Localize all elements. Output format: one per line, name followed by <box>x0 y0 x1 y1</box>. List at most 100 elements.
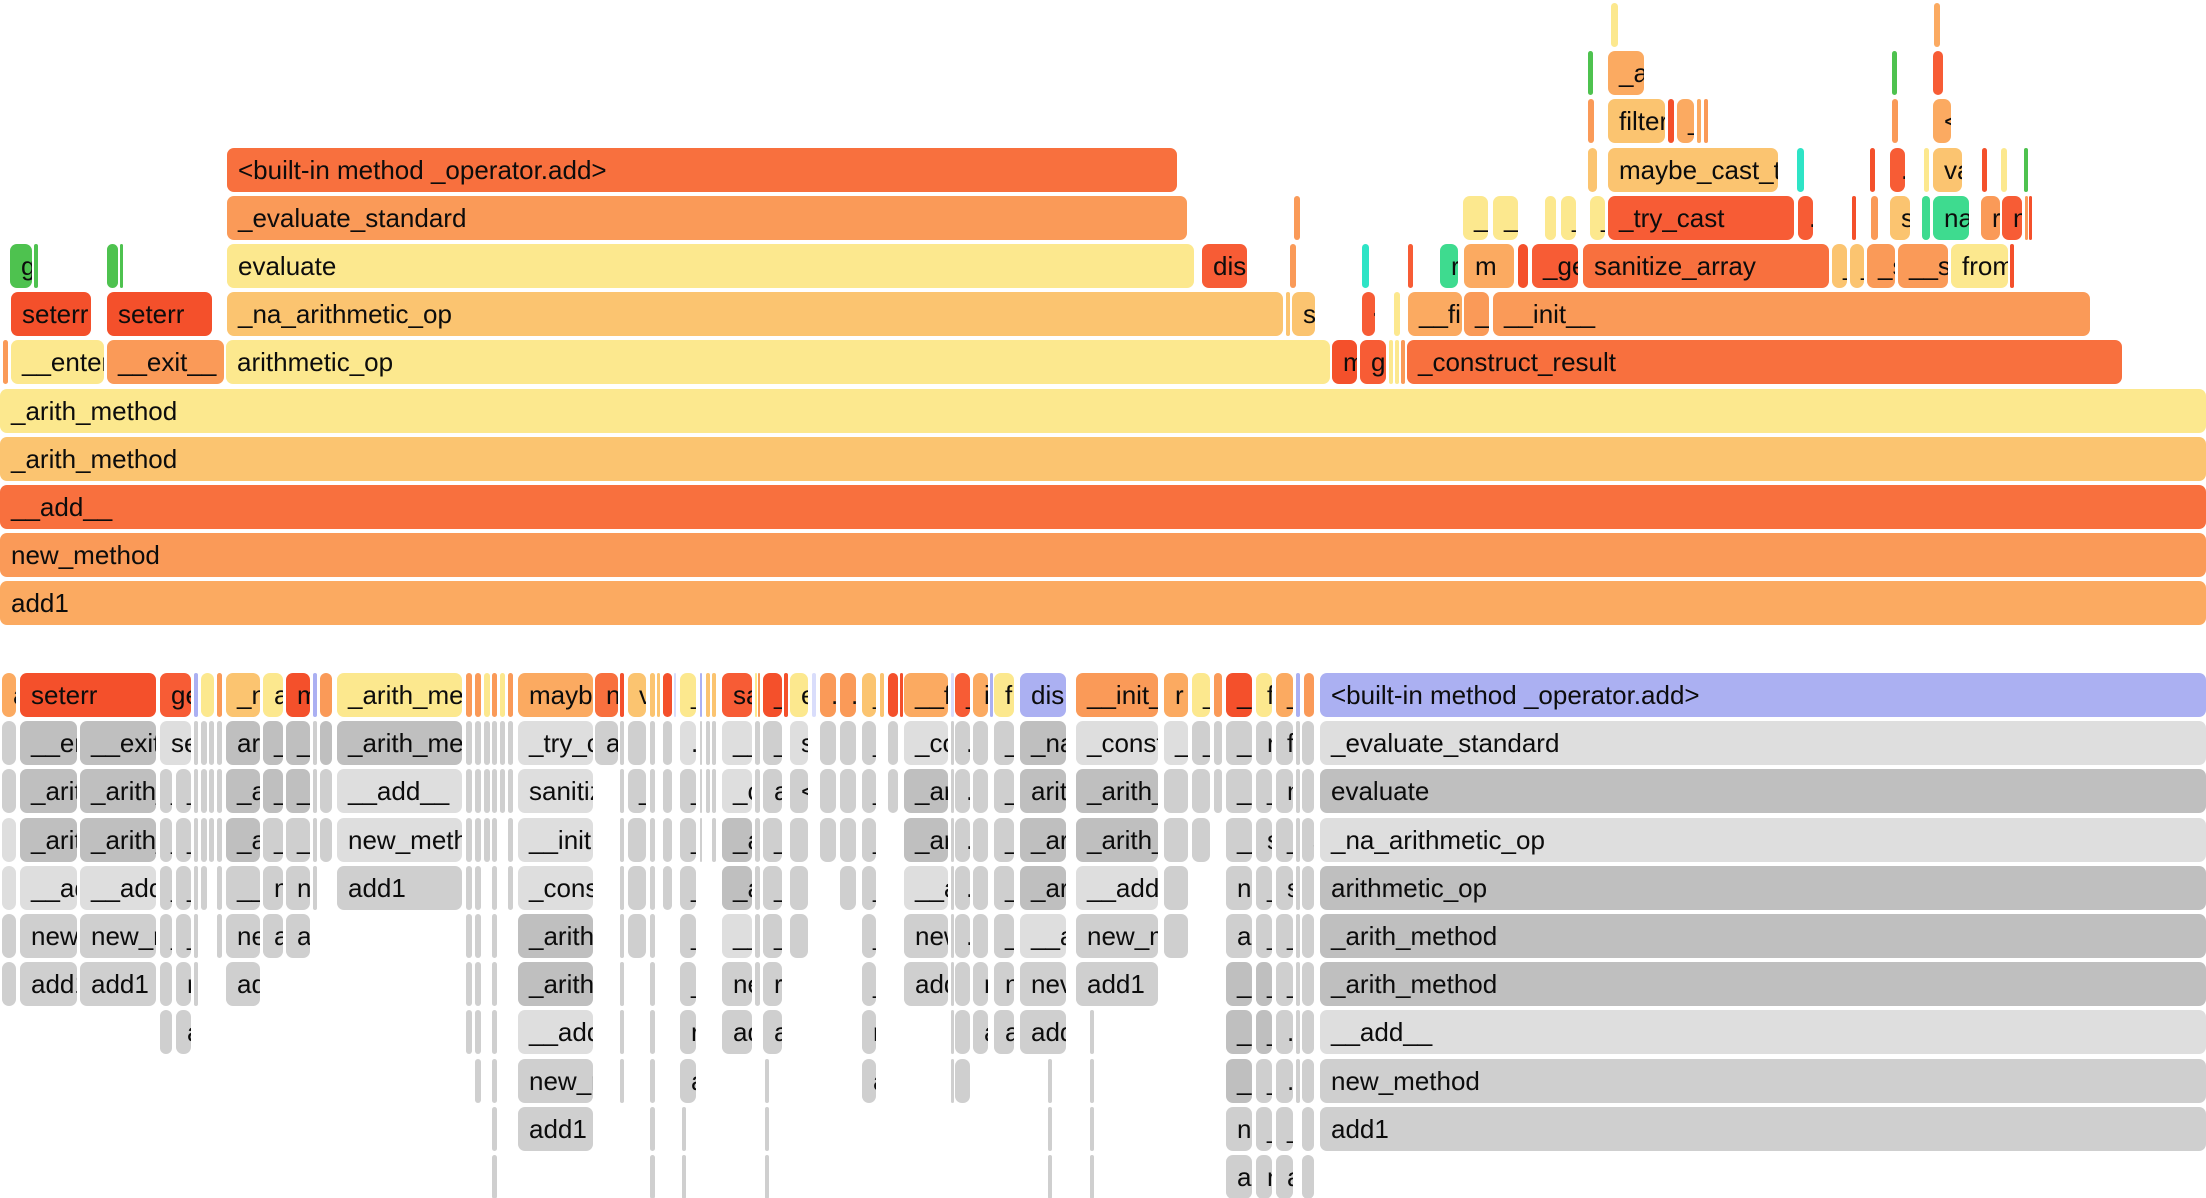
flame-frame[interactable] <box>1164 769 1188 814</box>
flame-frame[interactable] <box>1302 1010 1314 1055</box>
flame-frame[interactable]: _ <box>1276 673 1293 717</box>
flame-frame[interactable]: _ <box>1226 1010 1252 1055</box>
flame-frame[interactable]: a <box>1302 1155 1314 1198</box>
flame-frame[interactable] <box>2010 244 2014 288</box>
flame-frame[interactable]: n <box>1226 1106 1252 1151</box>
flame-frame[interactable]: g <box>107 244 118 288</box>
flame-frame[interactable]: s <box>1292 292 1315 337</box>
flame-frame[interactable] <box>1090 1058 1094 1103</box>
flame-frame[interactable] <box>217 769 222 814</box>
flame-frame[interactable] <box>475 962 481 1007</box>
flame-frame[interactable]: . <box>1276 1010 1293 1055</box>
flame-frame[interactable] <box>475 1058 481 1103</box>
flame-frame[interactable] <box>973 817 988 862</box>
flame-frame[interactable]: _ <box>160 769 172 814</box>
flame-frame[interactable] <box>620 1058 624 1103</box>
flame-frame[interactable] <box>650 721 655 766</box>
flame-frame[interactable]: n <box>1256 1155 1272 1198</box>
flame-frame[interactable]: _s <box>1867 244 1895 288</box>
flame-frame[interactable] <box>1797 147 1804 192</box>
flame-frame[interactable]: i <box>973 673 988 717</box>
flame-frame[interactable] <box>758 673 760 717</box>
flame-frame[interactable] <box>951 1058 954 1103</box>
flame-frame[interactable]: ac <box>286 914 310 958</box>
flame-frame[interactable] <box>620 721 624 766</box>
flame-frame[interactable] <box>755 721 760 766</box>
flame-frame[interactable]: _ <box>862 673 876 717</box>
flame-frame[interactable]: __ <box>722 721 752 766</box>
flame-frame[interactable]: _c <box>1226 673 1252 717</box>
flame-frame[interactable]: __enter_ <box>11 340 104 385</box>
flame-frame[interactable] <box>508 865 513 910</box>
flame-frame[interactable]: _ar <box>904 769 948 814</box>
flame-frame[interactable]: . <box>1890 147 1905 192</box>
flame-frame[interactable]: na <box>1933 195 1969 240</box>
flame-frame[interactable] <box>1302 962 1314 1007</box>
flame-frame[interactable]: _arith_method <box>1320 914 2206 958</box>
flame-frame[interactable] <box>484 673 490 717</box>
flame-frame[interactable] <box>1296 914 1300 958</box>
flame-frame[interactable] <box>955 1010 970 1055</box>
flame-frame[interactable] <box>790 865 808 910</box>
flame-frame[interactable]: s <box>1256 817 1272 862</box>
flame-frame[interactable] <box>2025 195 2028 240</box>
flame-frame[interactable]: < <box>1362 292 1375 337</box>
flame-frame[interactable] <box>1668 99 1674 144</box>
flame-frame[interactable] <box>973 769 988 814</box>
flame-frame[interactable] <box>217 865 222 910</box>
flame-frame[interactable] <box>1518 244 1528 288</box>
flame-frame[interactable]: __add_ <box>80 865 156 910</box>
flame-frame[interactable] <box>1892 99 1898 144</box>
flame-frame[interactable] <box>475 673 481 717</box>
flame-frame[interactable]: a <box>2 673 16 717</box>
flame-frame[interactable] <box>951 721 954 766</box>
flame-frame[interactable]: r <box>1164 673 1188 717</box>
flame-frame[interactable] <box>888 769 898 814</box>
flame-frame[interactable] <box>650 817 655 862</box>
flame-frame[interactable] <box>1296 721 1300 766</box>
flame-frame[interactable] <box>620 673 624 717</box>
flame-frame[interactable]: _ <box>862 914 876 958</box>
flame-frame[interactable] <box>951 769 954 814</box>
flame-frame[interactable]: maybe_cast_t <box>1608 147 1778 192</box>
flame-frame[interactable]: _ <box>263 721 283 766</box>
flame-frame[interactable]: __add__ <box>1320 1010 2206 1055</box>
flame-frame[interactable] <box>1704 99 1708 144</box>
flame-frame[interactable]: _a <box>722 865 752 910</box>
flame-frame[interactable]: arit <box>1020 769 1066 814</box>
flame-frame[interactable]: _arit <box>20 817 77 862</box>
flame-frame[interactable] <box>2024 147 2028 192</box>
flame-frame[interactable]: _ <box>1561 195 1576 240</box>
flame-frame[interactable]: add1 <box>337 865 462 910</box>
flame-frame[interactable] <box>484 817 490 862</box>
flame-frame[interactable]: < <box>790 769 808 814</box>
flame-frame[interactable] <box>1296 1058 1300 1103</box>
flame-frame[interactable]: _ <box>1464 292 1489 337</box>
flame-frame[interactable] <box>706 673 710 717</box>
flame-frame[interactable]: new_m <box>1076 914 1158 958</box>
flame-frame[interactable] <box>1214 769 1222 814</box>
flame-frame[interactable]: . <box>663 673 672 717</box>
flame-frame[interactable]: new_meth <box>337 817 462 862</box>
flame-frame[interactable]: add <box>1020 1010 1066 1055</box>
flame-frame[interactable] <box>840 817 856 862</box>
flame-frame[interactable]: _arith_method <box>0 436 2206 481</box>
flame-frame[interactable]: r <box>1981 195 2000 240</box>
flame-frame[interactable]: _a <box>722 817 752 862</box>
flame-frame[interactable]: _ <box>176 769 191 814</box>
flame-frame[interactable]: _ar <box>904 817 948 862</box>
flame-frame[interactable] <box>194 865 198 910</box>
flame-frame[interactable]: disp <box>1202 244 1247 288</box>
flame-frame[interactable]: _ <box>1832 244 1847 288</box>
flame-frame[interactable]: __f <box>904 673 948 717</box>
flame-frame[interactable]: from_ <box>1951 244 2008 288</box>
flame-frame[interactable] <box>492 673 497 717</box>
flame-frame[interactable]: _a <box>286 721 310 766</box>
flame-frame[interactable]: n <box>994 962 1014 1007</box>
flame-frame[interactable] <box>628 721 646 766</box>
flame-frame[interactable] <box>880 673 884 717</box>
flame-frame[interactable]: _arith <box>518 962 593 1007</box>
flame-frame[interactable] <box>1302 865 1314 910</box>
flame-frame[interactable] <box>201 865 207 910</box>
flame-frame[interactable] <box>712 817 716 862</box>
